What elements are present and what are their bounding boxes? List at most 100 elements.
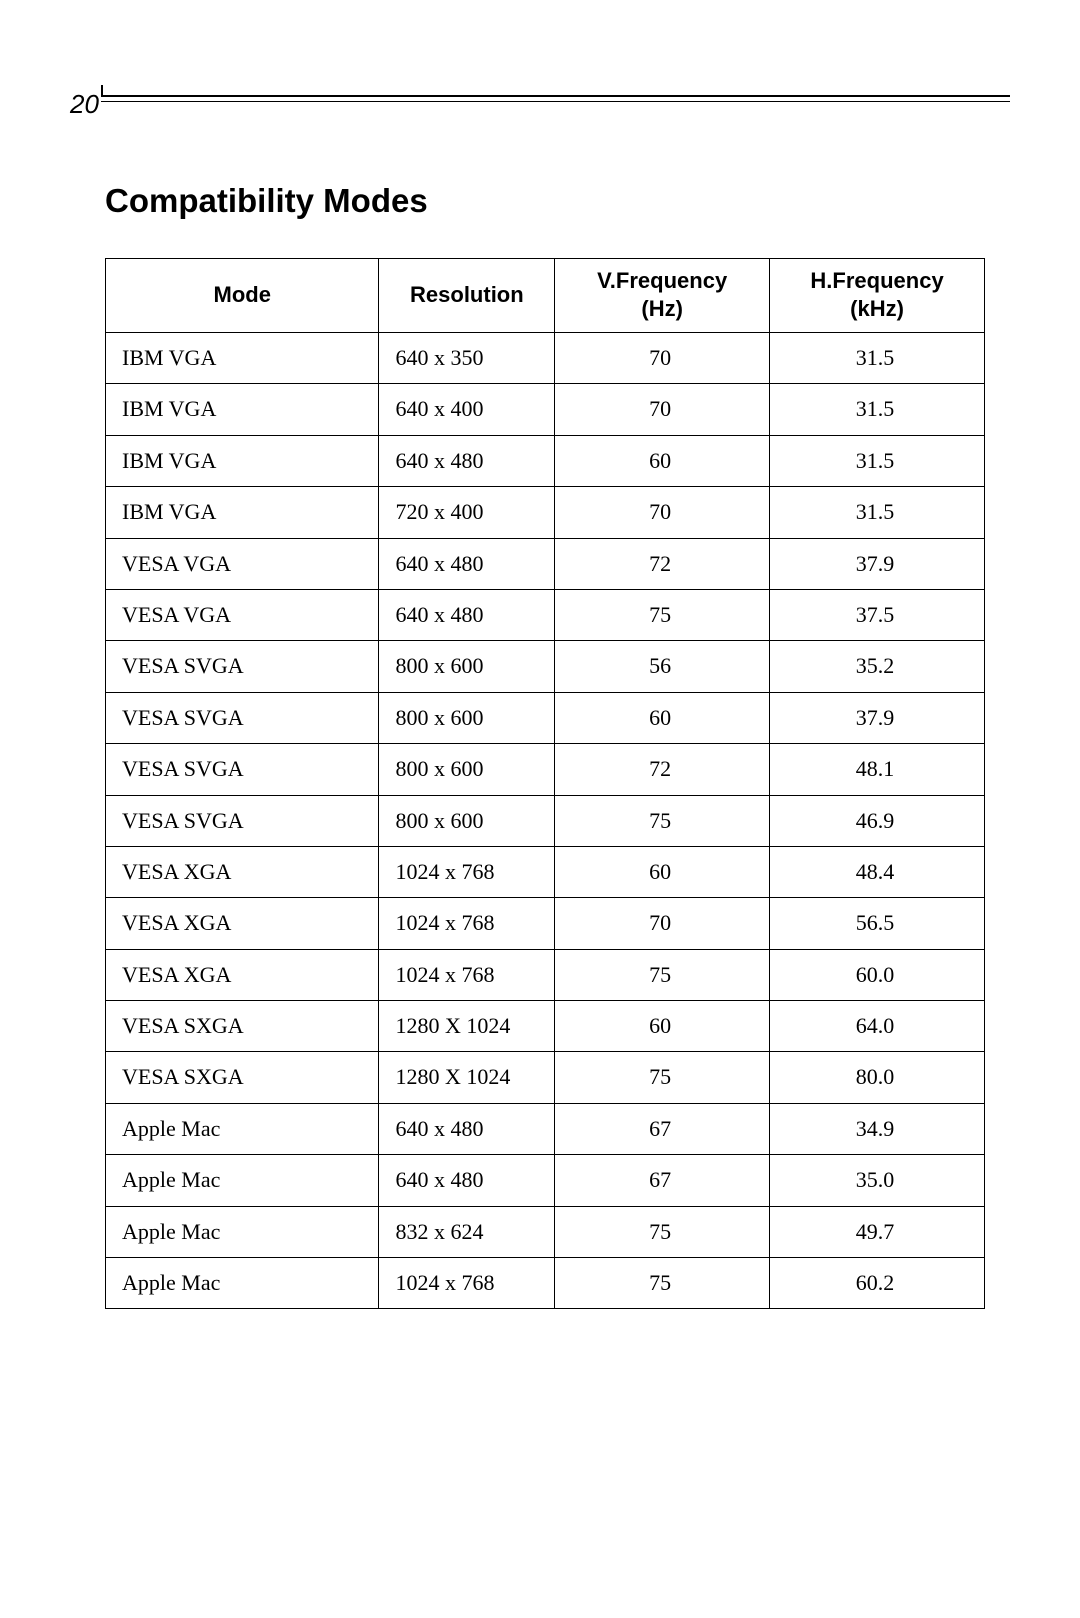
cell-vfrequency: 75 xyxy=(555,1206,770,1257)
cell-resolution: 640 x 350 xyxy=(379,333,555,384)
cell-resolution: 800 x 600 xyxy=(379,744,555,795)
cell-hfrequency: 60.0 xyxy=(770,949,985,1000)
cell-hfrequency: 60.2 xyxy=(770,1258,985,1309)
cell-hfrequency: 31.5 xyxy=(770,435,985,486)
cell-vfrequency: 60 xyxy=(555,692,770,743)
table-row: VESA VGA640 x 4807237.9 xyxy=(106,538,985,589)
cell-mode: IBM VGA xyxy=(106,487,379,538)
cell-hfrequency: 48.1 xyxy=(770,744,985,795)
header-rule-tick xyxy=(101,85,1010,95)
cell-resolution: 800 x 600 xyxy=(379,795,555,846)
table-row: Apple Mac832 x 6247549.7 xyxy=(106,1206,985,1257)
table-row: VESA SVGA800 x 6005635.2 xyxy=(106,641,985,692)
header-rule xyxy=(101,85,1010,102)
cell-vfrequency: 75 xyxy=(555,795,770,846)
cell-resolution: 640 x 480 xyxy=(379,435,555,486)
cell-mode: VESA XGA xyxy=(106,846,379,897)
cell-vfrequency: 70 xyxy=(555,333,770,384)
cell-mode: IBM VGA xyxy=(106,384,379,435)
table-header-row: Mode Resolution V.Frequency (Hz) H.Frequ… xyxy=(106,259,985,333)
cell-mode: VESA SVGA xyxy=(106,641,379,692)
vfreq-label-line2: (Hz) xyxy=(641,296,683,321)
cell-hfrequency: 31.5 xyxy=(770,333,985,384)
table-row: VESA XGA1024 x 7687056.5 xyxy=(106,898,985,949)
cell-resolution: 640 x 480 xyxy=(379,1103,555,1154)
table-row: Apple Mac1024 x 7687560.2 xyxy=(106,1258,985,1309)
cell-hfrequency: 56.5 xyxy=(770,898,985,949)
cell-hfrequency: 37.9 xyxy=(770,538,985,589)
cell-vfrequency: 70 xyxy=(555,898,770,949)
page: 20 Compatibility Modes Mode Resolution V… xyxy=(0,0,1080,1618)
cell-mode: Apple Mac xyxy=(106,1103,379,1154)
cell-resolution: 800 x 600 xyxy=(379,692,555,743)
cell-vfrequency: 75 xyxy=(555,949,770,1000)
table-row: VESA SVGA800 x 6006037.9 xyxy=(106,692,985,743)
cell-resolution: 640 x 480 xyxy=(379,538,555,589)
cell-vfrequency: 60 xyxy=(555,846,770,897)
cell-hfrequency: 80.0 xyxy=(770,1052,985,1103)
cell-resolution: 1024 x 768 xyxy=(379,1258,555,1309)
cell-hfrequency: 46.9 xyxy=(770,795,985,846)
page-number: 20 xyxy=(70,85,101,117)
hfreq-label-line1: H.Frequency xyxy=(810,268,943,293)
compatibility-table: Mode Resolution V.Frequency (Hz) H.Frequ… xyxy=(105,258,985,1309)
vfreq-label-line1: V.Frequency xyxy=(597,268,727,293)
table-body: IBM VGA640 x 3507031.5IBM VGA640 x 40070… xyxy=(106,333,985,1309)
table-row: VESA SVGA800 x 6007546.9 xyxy=(106,795,985,846)
header-rule-thin xyxy=(101,101,1010,102)
cell-resolution: 1280 X 1024 xyxy=(379,1052,555,1103)
cell-hfrequency: 48.4 xyxy=(770,846,985,897)
cell-vfrequency: 70 xyxy=(555,487,770,538)
cell-resolution: 1024 x 768 xyxy=(379,846,555,897)
cell-hfrequency: 37.5 xyxy=(770,589,985,640)
cell-resolution: 1024 x 768 xyxy=(379,898,555,949)
table-row: VESA SXGA1280 X 10247580.0 xyxy=(106,1052,985,1103)
table-row: VESA XGA1024 x 7687560.0 xyxy=(106,949,985,1000)
table-row: VESA SVGA800 x 6007248.1 xyxy=(106,744,985,795)
table-head: Mode Resolution V.Frequency (Hz) H.Frequ… xyxy=(106,259,985,333)
page-title: Compatibility Modes xyxy=(105,182,985,220)
cell-mode: Apple Mac xyxy=(106,1206,379,1257)
cell-mode: Apple Mac xyxy=(106,1258,379,1309)
cell-mode: Apple Mac xyxy=(106,1155,379,1206)
cell-mode: VESA XGA xyxy=(106,949,379,1000)
cell-vfrequency: 72 xyxy=(555,538,770,589)
table-row: Apple Mac640 x 4806735.0 xyxy=(106,1155,985,1206)
cell-resolution: 800 x 600 xyxy=(379,641,555,692)
cell-vfrequency: 75 xyxy=(555,1258,770,1309)
cell-resolution: 1024 x 768 xyxy=(379,949,555,1000)
cell-resolution: 1280 X 1024 xyxy=(379,1001,555,1052)
table-row: VESA VGA640 x 4807537.5 xyxy=(106,589,985,640)
cell-vfrequency: 72 xyxy=(555,744,770,795)
cell-vfrequency: 67 xyxy=(555,1103,770,1154)
cell-resolution: 640 x 400 xyxy=(379,384,555,435)
cell-mode: VESA SXGA xyxy=(106,1052,379,1103)
cell-vfrequency: 60 xyxy=(555,1001,770,1052)
table-row: Apple Mac640 x 4806734.9 xyxy=(106,1103,985,1154)
cell-resolution: 640 x 480 xyxy=(379,1155,555,1206)
cell-mode: VESA VGA xyxy=(106,589,379,640)
cell-hfrequency: 35.0 xyxy=(770,1155,985,1206)
cell-hfrequency: 49.7 xyxy=(770,1206,985,1257)
cell-vfrequency: 60 xyxy=(555,435,770,486)
col-header-vfrequency: V.Frequency (Hz) xyxy=(555,259,770,333)
cell-vfrequency: 70 xyxy=(555,384,770,435)
cell-hfrequency: 35.2 xyxy=(770,641,985,692)
cell-resolution: 720 x 400 xyxy=(379,487,555,538)
table-row: IBM VGA720 x 4007031.5 xyxy=(106,487,985,538)
cell-hfrequency: 31.5 xyxy=(770,487,985,538)
cell-mode: VESA SVGA xyxy=(106,692,379,743)
cell-resolution: 640 x 480 xyxy=(379,589,555,640)
cell-vfrequency: 75 xyxy=(555,1052,770,1103)
table-row: VESA XGA1024 x 7686048.4 xyxy=(106,846,985,897)
cell-mode: IBM VGA xyxy=(106,435,379,486)
cell-mode: VESA SVGA xyxy=(106,795,379,846)
cell-mode: VESA XGA xyxy=(106,898,379,949)
cell-vfrequency: 56 xyxy=(555,641,770,692)
cell-hfrequency: 37.9 xyxy=(770,692,985,743)
col-header-resolution: Resolution xyxy=(379,259,555,333)
cell-hfrequency: 64.0 xyxy=(770,1001,985,1052)
table-row: VESA SXGA1280 X 10246064.0 xyxy=(106,1001,985,1052)
cell-vfrequency: 75 xyxy=(555,589,770,640)
cell-hfrequency: 34.9 xyxy=(770,1103,985,1154)
